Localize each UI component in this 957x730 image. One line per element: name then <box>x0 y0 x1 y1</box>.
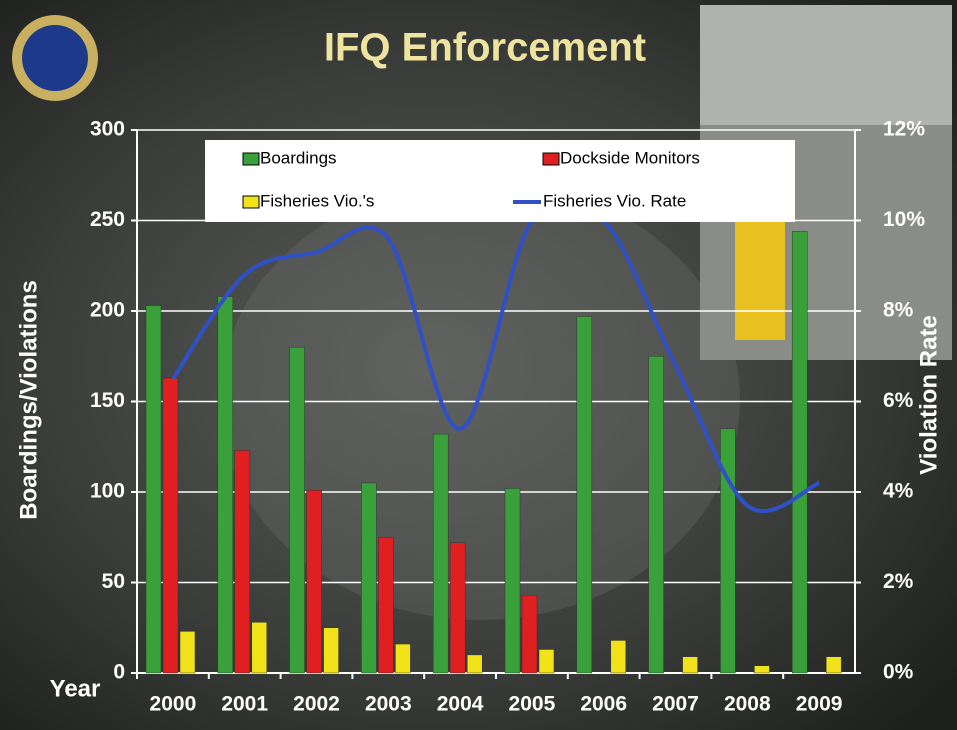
y-tick-label: 250 <box>90 208 125 231</box>
x-tick-label: 2000 <box>150 693 197 716</box>
bar <box>235 450 250 673</box>
bar <box>826 657 841 673</box>
bar <box>505 488 520 673</box>
photo-sky <box>700 5 952 125</box>
bar <box>146 306 161 673</box>
chart-title: IFQ Enforcement <box>324 26 646 70</box>
photo-figure <box>735 220 785 340</box>
bar <box>433 434 448 673</box>
x-tick-label: 2002 <box>293 693 340 716</box>
y2-tick-label: 8% <box>883 299 914 322</box>
legend-label: Boardings <box>260 148 337 167</box>
bar <box>577 316 592 673</box>
legend-swatch <box>243 196 259 208</box>
y-tick-label: 200 <box>90 299 125 322</box>
y2-tick-label: 0% <box>883 661 914 684</box>
y-tick-label: 300 <box>90 118 125 141</box>
bar <box>290 347 305 673</box>
bar <box>683 657 698 673</box>
bar <box>467 655 482 673</box>
bar <box>395 644 410 673</box>
legend-label: Fisheries Vio. Rate <box>543 191 686 210</box>
bar <box>218 297 233 673</box>
y2-tick-label: 6% <box>883 389 914 412</box>
bar <box>611 640 626 673</box>
bar <box>522 595 537 673</box>
y-tick-label: 150 <box>90 389 125 412</box>
bar <box>163 378 178 673</box>
y2-tick-label: 2% <box>883 570 914 593</box>
legend-swatch <box>543 153 559 165</box>
x-tick-label: 2006 <box>580 693 627 716</box>
x-tick-label: 2007 <box>652 693 699 716</box>
bar <box>539 649 554 673</box>
emblem-inner <box>22 25 88 91</box>
chart: IFQ Enforcement Boardings/Violations Vio… <box>0 0 957 730</box>
bar <box>180 631 195 673</box>
bar <box>792 231 807 673</box>
x-tick-label: 2008 <box>724 693 771 716</box>
legend-label: Fisheries Vio.'s <box>260 191 374 210</box>
x-tick-label: 2004 <box>437 693 484 716</box>
bar <box>754 666 769 673</box>
y2-tick-label: 10% <box>883 208 925 231</box>
bar <box>252 622 267 673</box>
bar <box>324 628 339 673</box>
x-tick-label: 2003 <box>365 693 412 716</box>
y2-tick-label: 12% <box>883 118 925 141</box>
y-tick-label: 100 <box>90 480 125 503</box>
bar <box>378 537 393 673</box>
bar <box>361 483 376 673</box>
bar <box>649 356 664 673</box>
x-axis-label: Year <box>50 675 101 702</box>
y-axis-label: Boardings/Violations <box>15 280 42 520</box>
x-tick-label: 2001 <box>221 693 268 716</box>
y2-axis-label: Violation Rate <box>915 315 942 475</box>
y2-tick-label: 4% <box>883 480 914 503</box>
legend-swatch <box>243 153 259 165</box>
y-tick-label: 50 <box>102 570 125 593</box>
x-tick-label: 2005 <box>509 693 556 716</box>
legend-label: Dockside Monitors <box>560 148 700 167</box>
x-tick-label: 2009 <box>796 693 843 716</box>
y-tick-label: 0 <box>113 661 125 684</box>
bar <box>450 543 465 673</box>
bar <box>307 490 322 673</box>
